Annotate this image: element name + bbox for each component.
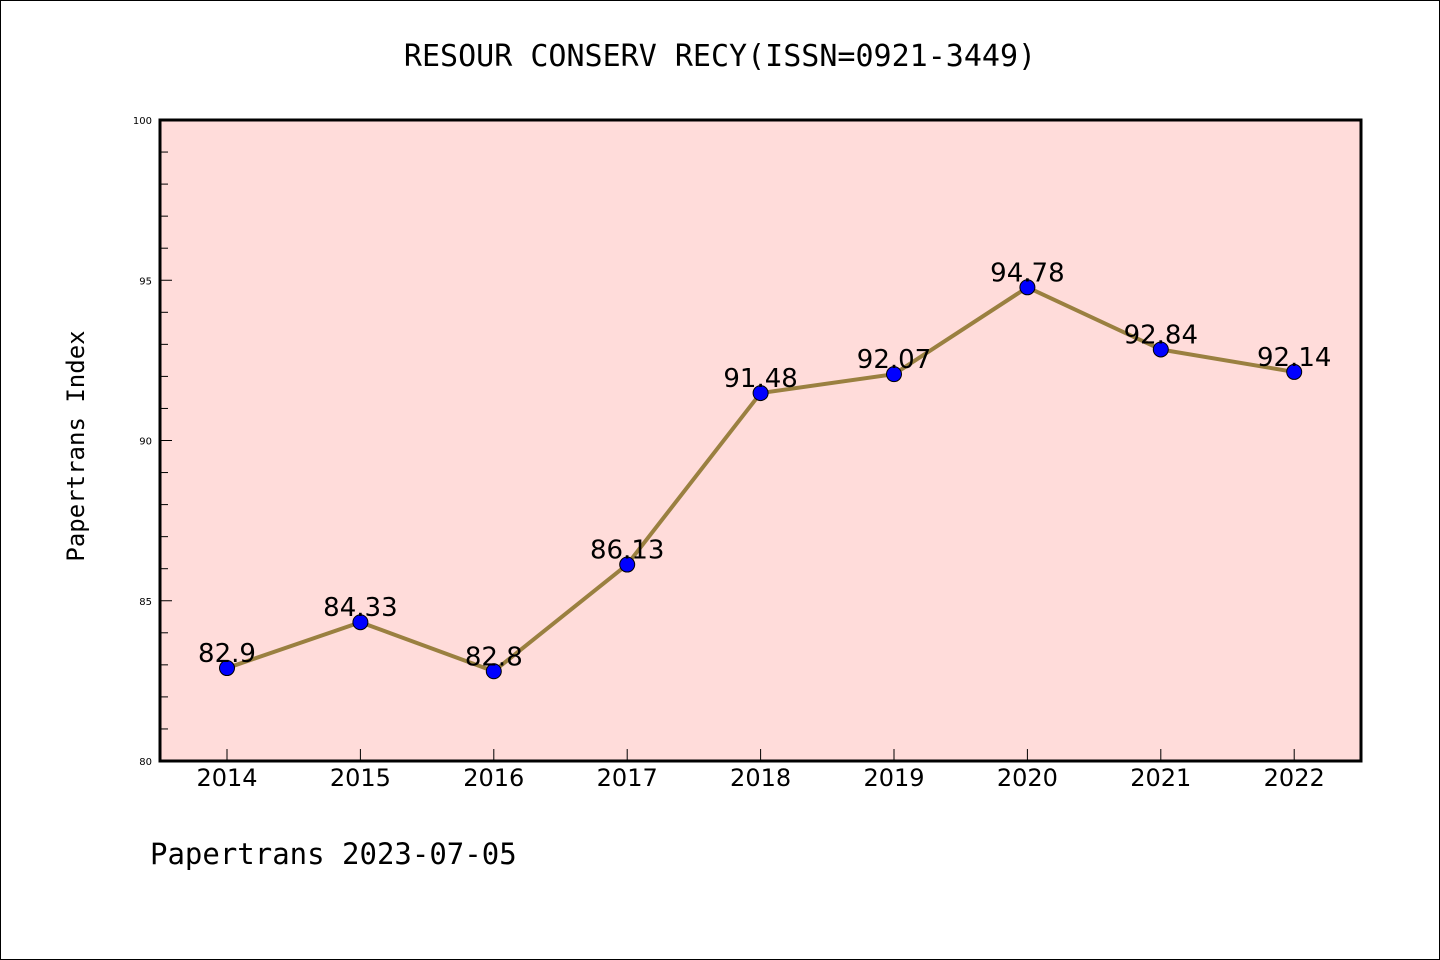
data-point xyxy=(1019,279,1036,296)
x-tick-label: 2015 xyxy=(330,764,391,792)
data-label: 92.84 xyxy=(1124,320,1198,350)
y-axis-label: Papertrans Index xyxy=(62,330,90,561)
y-tick-label: 85 xyxy=(139,597,152,608)
series: 82.9 84.33 82.8 86.13 91.48 92.07 94.78 92.84 92… xyxy=(198,258,1331,680)
x-tick-label: 2021 xyxy=(1130,764,1191,792)
data-point xyxy=(352,614,369,631)
footer-text: Papertrans 2023-07-05 xyxy=(150,837,517,871)
x-tick-label: 2016 xyxy=(463,764,524,792)
data-point xyxy=(485,663,502,680)
chart-title: RESOUR CONSERV RECY(ISSN=0921-3449) xyxy=(404,39,1036,74)
y-tick-label: 90 xyxy=(139,437,152,448)
x-tick-label: 2017 xyxy=(597,764,658,792)
data-point xyxy=(1286,363,1303,380)
x-tick-label: 2018 xyxy=(730,764,791,792)
y-tick-label: 80 xyxy=(139,757,152,768)
data-label: 92.07 xyxy=(857,345,931,375)
x-axis: 2014 2015 2016 2017 2018 2019 2020 2021 2022 xyxy=(196,749,1325,792)
data-label: 82.8 xyxy=(465,642,523,672)
data-point xyxy=(1152,341,1169,358)
x-tick-label: 2020 xyxy=(997,764,1058,792)
data-point xyxy=(752,385,769,402)
data-label: 92.14 xyxy=(1257,343,1331,373)
data-label: 86.13 xyxy=(590,536,664,566)
data-label: 84.33 xyxy=(323,593,397,623)
plot-area xyxy=(158,118,1363,763)
data-label: 82.9 xyxy=(198,639,256,669)
data-point xyxy=(886,366,902,383)
data-point xyxy=(619,556,636,573)
data-point xyxy=(219,660,235,677)
x-tick-label: 2014 xyxy=(196,764,257,792)
data-label: 91.48 xyxy=(723,364,797,394)
x-tick-label: 2019 xyxy=(863,764,924,792)
y-tick-label: 100 xyxy=(133,116,152,127)
y-axis: 80 85 90 95 100 xyxy=(133,116,172,768)
x-tick-label: 2022 xyxy=(1264,764,1325,792)
data-label: 94.78 xyxy=(990,258,1064,288)
y-tick-label: 95 xyxy=(139,276,152,287)
